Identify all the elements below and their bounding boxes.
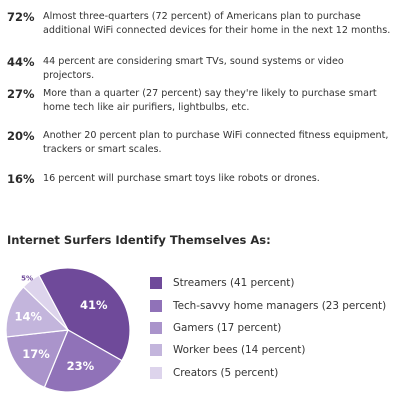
stat-row: 72% Almost three-quarters (72 percent) o… xyxy=(7,9,392,37)
stat-description: 44 percent are considering smart TVs, so… xyxy=(43,56,344,81)
legend-item: Worker bees (14 percent) xyxy=(150,339,386,361)
pie-slice-label: 23% xyxy=(67,359,95,373)
pie-slice-label: 5% xyxy=(21,275,33,283)
stat-description: Another 20 percent plan to purchase WiFi… xyxy=(43,130,389,155)
legend-swatch xyxy=(150,321,162,334)
legend-item: Creators (5 percent) xyxy=(150,362,386,384)
pie-slice-label: 41% xyxy=(80,298,108,312)
pie-slice-label: 17% xyxy=(22,347,50,361)
stat-percent: 16% xyxy=(7,172,35,186)
stat-row: 20% Another 20 percent plan to purchase … xyxy=(7,128,392,156)
stat-description: Almost three-quarters (72 percent) of Am… xyxy=(43,11,391,36)
chart-title: Internet Surfers Identify Themselves As: xyxy=(7,233,271,247)
legend-label: Creators (5 percent) xyxy=(173,366,279,379)
legend-item: Streamers (41 percent) xyxy=(150,272,386,294)
pie-chart: 41% 23% 17% 14% 5% xyxy=(5,267,131,393)
stat-percent: 72% xyxy=(7,10,35,24)
legend-item: Tech-savvy home managers (23 percent) xyxy=(150,294,386,316)
pie-slice xyxy=(43,329,123,393)
pie-slice-label: 14% xyxy=(14,309,42,323)
legend-label: Tech-savvy home managers (23 percent) xyxy=(173,299,387,312)
chart-legend: Streamers (41 percent) Tech-savvy home ma… xyxy=(150,272,386,384)
stat-row: 16% 16 percent will purchase smart toys … xyxy=(7,171,392,187)
stat-description: 16 percent will purchase smart toys like… xyxy=(43,173,320,184)
pie-slice xyxy=(22,274,69,331)
stat-row: 44% 44 percent are considering smart TVs… xyxy=(7,54,392,82)
legend-swatch xyxy=(150,366,162,379)
legend-label: Gamers (17 percent) xyxy=(173,321,282,334)
stat-percent: 20% xyxy=(7,129,35,143)
pie-slice xyxy=(5,329,69,389)
legend-label: Streamers (41 percent) xyxy=(173,277,295,290)
stat-row: 27% More than a quarter (27 percent) say… xyxy=(7,86,392,114)
pie-slice xyxy=(38,267,131,362)
legend-swatch xyxy=(150,344,162,357)
legend-label: Worker bees (14 percent) xyxy=(173,344,306,357)
legend-swatch xyxy=(150,277,162,290)
stat-percent: 27% xyxy=(7,87,35,101)
stat-percent: 44% xyxy=(7,55,35,69)
stat-description: More than a quarter (27 percent) say the… xyxy=(43,88,377,113)
legend-swatch xyxy=(150,299,162,312)
legend-item: Gamers (17 percent) xyxy=(150,317,386,339)
pie-slice xyxy=(5,286,70,338)
